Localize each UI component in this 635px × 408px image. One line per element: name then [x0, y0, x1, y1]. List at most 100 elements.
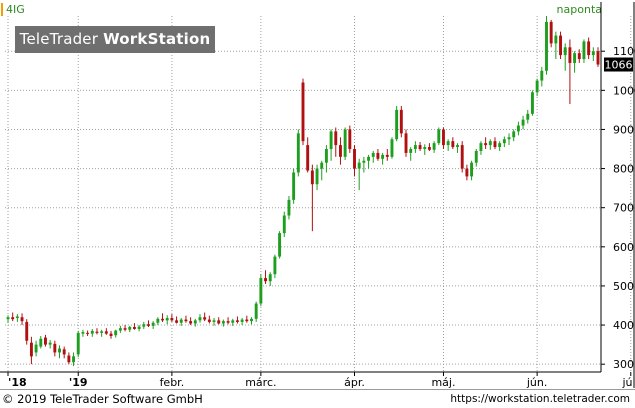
y-tick-label: 400: [613, 319, 634, 332]
candle-body: [254, 303, 258, 319]
candle-body: [399, 109, 403, 134]
candle-body: [385, 154, 389, 157]
candle-body: [292, 172, 296, 200]
candle-body: [81, 332, 85, 334]
candle-body: [306, 145, 310, 171]
x-tick-label: '18: [8, 376, 27, 389]
candle-body: [156, 318, 160, 323]
candle-body: [278, 233, 282, 257]
x-tick-label: júl.: [621, 376, 635, 389]
candle-body: [128, 327, 132, 330]
candle-body: [460, 145, 464, 169]
candle-body: [587, 41, 591, 56]
footer-divider: [0, 389, 635, 390]
candle-body: [86, 332, 90, 334]
candle-body: [409, 149, 413, 153]
candle-body: [245, 319, 249, 322]
candle-body: [212, 320, 216, 322]
candle-body: [498, 143, 502, 148]
candle-body: [357, 162, 361, 169]
candle-body: [58, 348, 61, 353]
x-tick-label: '19: [69, 376, 88, 389]
candle-body: [189, 321, 193, 324]
candle-body: [339, 145, 342, 157]
last-price-label: 1066: [605, 59, 633, 72]
teletrader-logo: TeleTrader WorkStation: [15, 26, 215, 53]
candle-body: [207, 319, 211, 322]
x-tick-label: febr.: [160, 376, 185, 389]
candle-body: [591, 51, 595, 56]
candle-body: [165, 318, 169, 321]
candle-body: [493, 141, 497, 148]
candle-body: [175, 320, 179, 323]
candle-body: [235, 320, 239, 322]
period-label[interactable]: naponta: [556, 3, 602, 16]
candle-body: [507, 137, 511, 140]
candle-body: [114, 330, 118, 336]
candle-body: [273, 256, 277, 275]
candle-body: [362, 160, 366, 163]
candle-body: [479, 143, 483, 151]
candle-body: [488, 141, 492, 146]
candle-body: [20, 317, 24, 322]
ticker-label[interactable]: 4IG: [6, 3, 25, 16]
candle-body: [15, 316, 19, 319]
y-tick-label: 1000: [613, 84, 635, 97]
candle-body: [240, 319, 244, 322]
candle-body: [596, 51, 600, 65]
candle-body: [540, 70, 544, 81]
candle-body: [395, 109, 399, 140]
footer-url[interactable]: https://workstation.teletrader.com: [450, 393, 630, 405]
logo-brand: TeleTrader: [19, 30, 99, 48]
candle-body: [353, 149, 356, 169]
candle-body: [44, 337, 47, 345]
candle-body: [559, 35, 562, 56]
candle-body: [474, 150, 478, 163]
candle-body: [259, 278, 263, 304]
candle-body: [568, 47, 572, 63]
candle-body: [442, 129, 445, 146]
candle-body: [48, 342, 52, 345]
candle-body: [231, 320, 235, 323]
candle-body: [437, 129, 441, 144]
candle-body: [577, 53, 581, 60]
candle-body: [526, 113, 530, 120]
candle-body: [521, 119, 525, 126]
y-tick-label: 900: [613, 123, 634, 136]
candle-body: [451, 141, 455, 148]
x-tick-label: máj.: [431, 376, 455, 389]
candle-body: [34, 344, 38, 353]
candle-body: [25, 321, 29, 341]
candle-body: [348, 129, 352, 150]
candle-body: [381, 154, 385, 159]
candle-body: [315, 168, 319, 185]
candle-body: [90, 330, 94, 334]
candle-body: [549, 21, 553, 44]
candle-body: [137, 326, 141, 329]
footer-copyright: © 2019 TeleTrader Software GmbH: [2, 392, 203, 406]
candle-body: [11, 317, 15, 320]
candle-body: [67, 355, 71, 363]
y-tick-label: 1100: [613, 45, 635, 58]
candle-body: [367, 156, 371, 161]
x-tick-label: ápr.: [344, 376, 365, 389]
candle-body: [264, 278, 267, 282]
candle-body: [512, 131, 516, 138]
candle-body: [446, 141, 450, 146]
candle-body: [104, 331, 108, 334]
logo-product: WorkStation: [103, 30, 211, 48]
y-tick-label: 300: [613, 358, 634, 371]
candle-body: [132, 327, 136, 329]
candle-body: [470, 162, 474, 177]
ticker-accent-bar: [1, 3, 3, 16]
candle-body: [62, 349, 66, 355]
candle-body: [390, 139, 394, 157]
candle-body: [95, 331, 99, 333]
candle-body: [151, 322, 155, 326]
candle-body: [582, 41, 586, 60]
candle-layer: [6, 16, 600, 367]
candle-body: [100, 331, 104, 333]
candle-body: [29, 342, 33, 357]
candle-body: [310, 170, 314, 185]
